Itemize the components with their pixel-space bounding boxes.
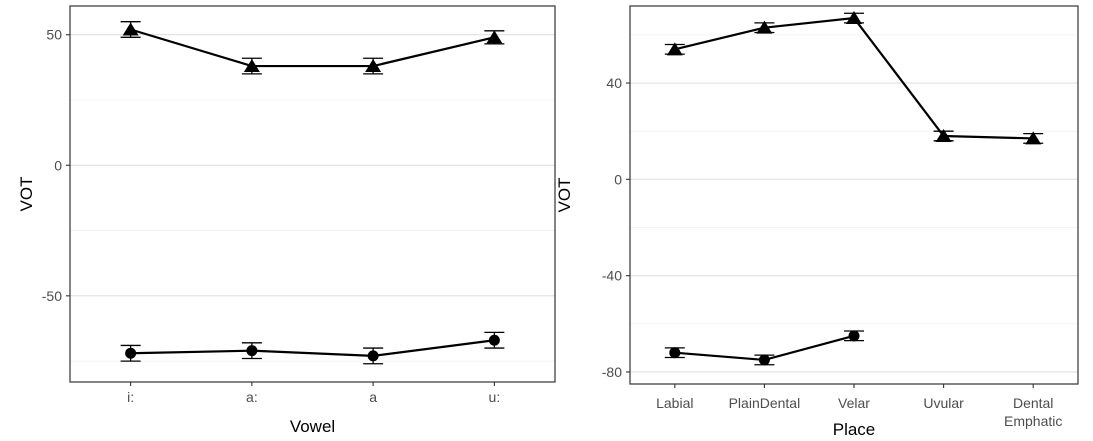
triangle-point <box>243 59 260 73</box>
x-tick-label: i: <box>127 389 134 405</box>
triangle-point <box>846 11 862 25</box>
triangle-point <box>1025 131 1042 145</box>
triangle-point <box>486 30 503 44</box>
x-tick-label: a <box>369 389 377 405</box>
y-tick-label: -40 <box>602 268 622 284</box>
y-axis-title: VOT <box>555 178 574 213</box>
y-tick-label: -80 <box>602 364 622 380</box>
series-line <box>130 339 495 357</box>
circle-point <box>246 345 258 357</box>
triangle-point <box>935 129 952 143</box>
circle-point <box>758 354 770 366</box>
y-tick-label: 50 <box>46 27 62 43</box>
x-axis-title: Place <box>833 420 876 439</box>
circle-point <box>367 350 379 362</box>
series-line <box>130 28 495 68</box>
circle-point <box>488 334 500 346</box>
triangle-point <box>122 22 139 36</box>
y-tick-label: 0 <box>614 171 622 187</box>
x-tick-label: a: <box>246 389 258 405</box>
panel-frame <box>629 5 1079 385</box>
circle-point <box>669 347 681 359</box>
triangle-point <box>365 59 382 73</box>
x-tick-label: Velar <box>838 395 870 411</box>
x-tick-label: Uvular <box>923 395 964 411</box>
triangle-point <box>666 42 683 56</box>
place-panel: -80 -40 0 40 Labial PlainDental Velar Uvular Den… <box>555 5 1079 439</box>
panel-frame <box>69 5 556 383</box>
x-tick-label: PlainDental <box>729 395 801 411</box>
x-axis-title: Vowel <box>290 417 335 436</box>
circle-point <box>125 347 137 359</box>
circle-point <box>848 330 860 342</box>
x-tick-label: Labial <box>656 395 693 411</box>
y-tick-label: -50 <box>42 288 62 304</box>
vowel-panel: -50 0 50 i: a: a u: Vowel VOT <box>17 5 556 436</box>
y-axis-title: VOT <box>17 177 36 212</box>
series-line <box>674 16 1034 140</box>
y-tick-label: 0 <box>54 157 62 173</box>
x-tick-label: u: <box>489 389 501 405</box>
x-tick-label: Dental Emphatic <box>1004 395 1062 429</box>
triangle-point <box>756 20 773 34</box>
y-tick-label: 40 <box>606 75 622 91</box>
